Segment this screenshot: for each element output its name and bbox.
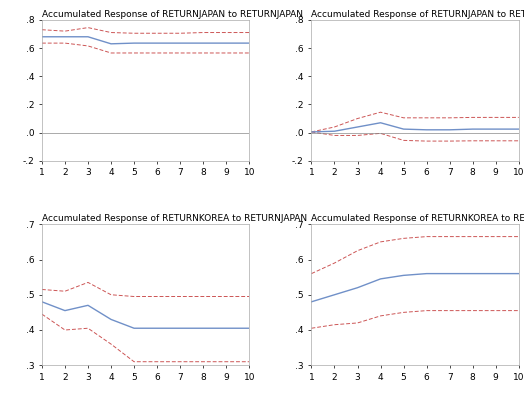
Text: Accumulated Response of RETURNKOREA to RETURNKOREA: Accumulated Response of RETURNKOREA to R… [311, 214, 524, 224]
Text: Accumulated Response of RETURNJAPAN to RETURNJAPAN: Accumulated Response of RETURNJAPAN to R… [42, 10, 303, 19]
Text: Accumulated Response of RETURNKOREA to RETURNJAPAN: Accumulated Response of RETURNKOREA to R… [42, 214, 307, 224]
Text: Accumulated Response of RETURNJAPAN to RETURNKOREA: Accumulated Response of RETURNJAPAN to R… [311, 10, 524, 19]
